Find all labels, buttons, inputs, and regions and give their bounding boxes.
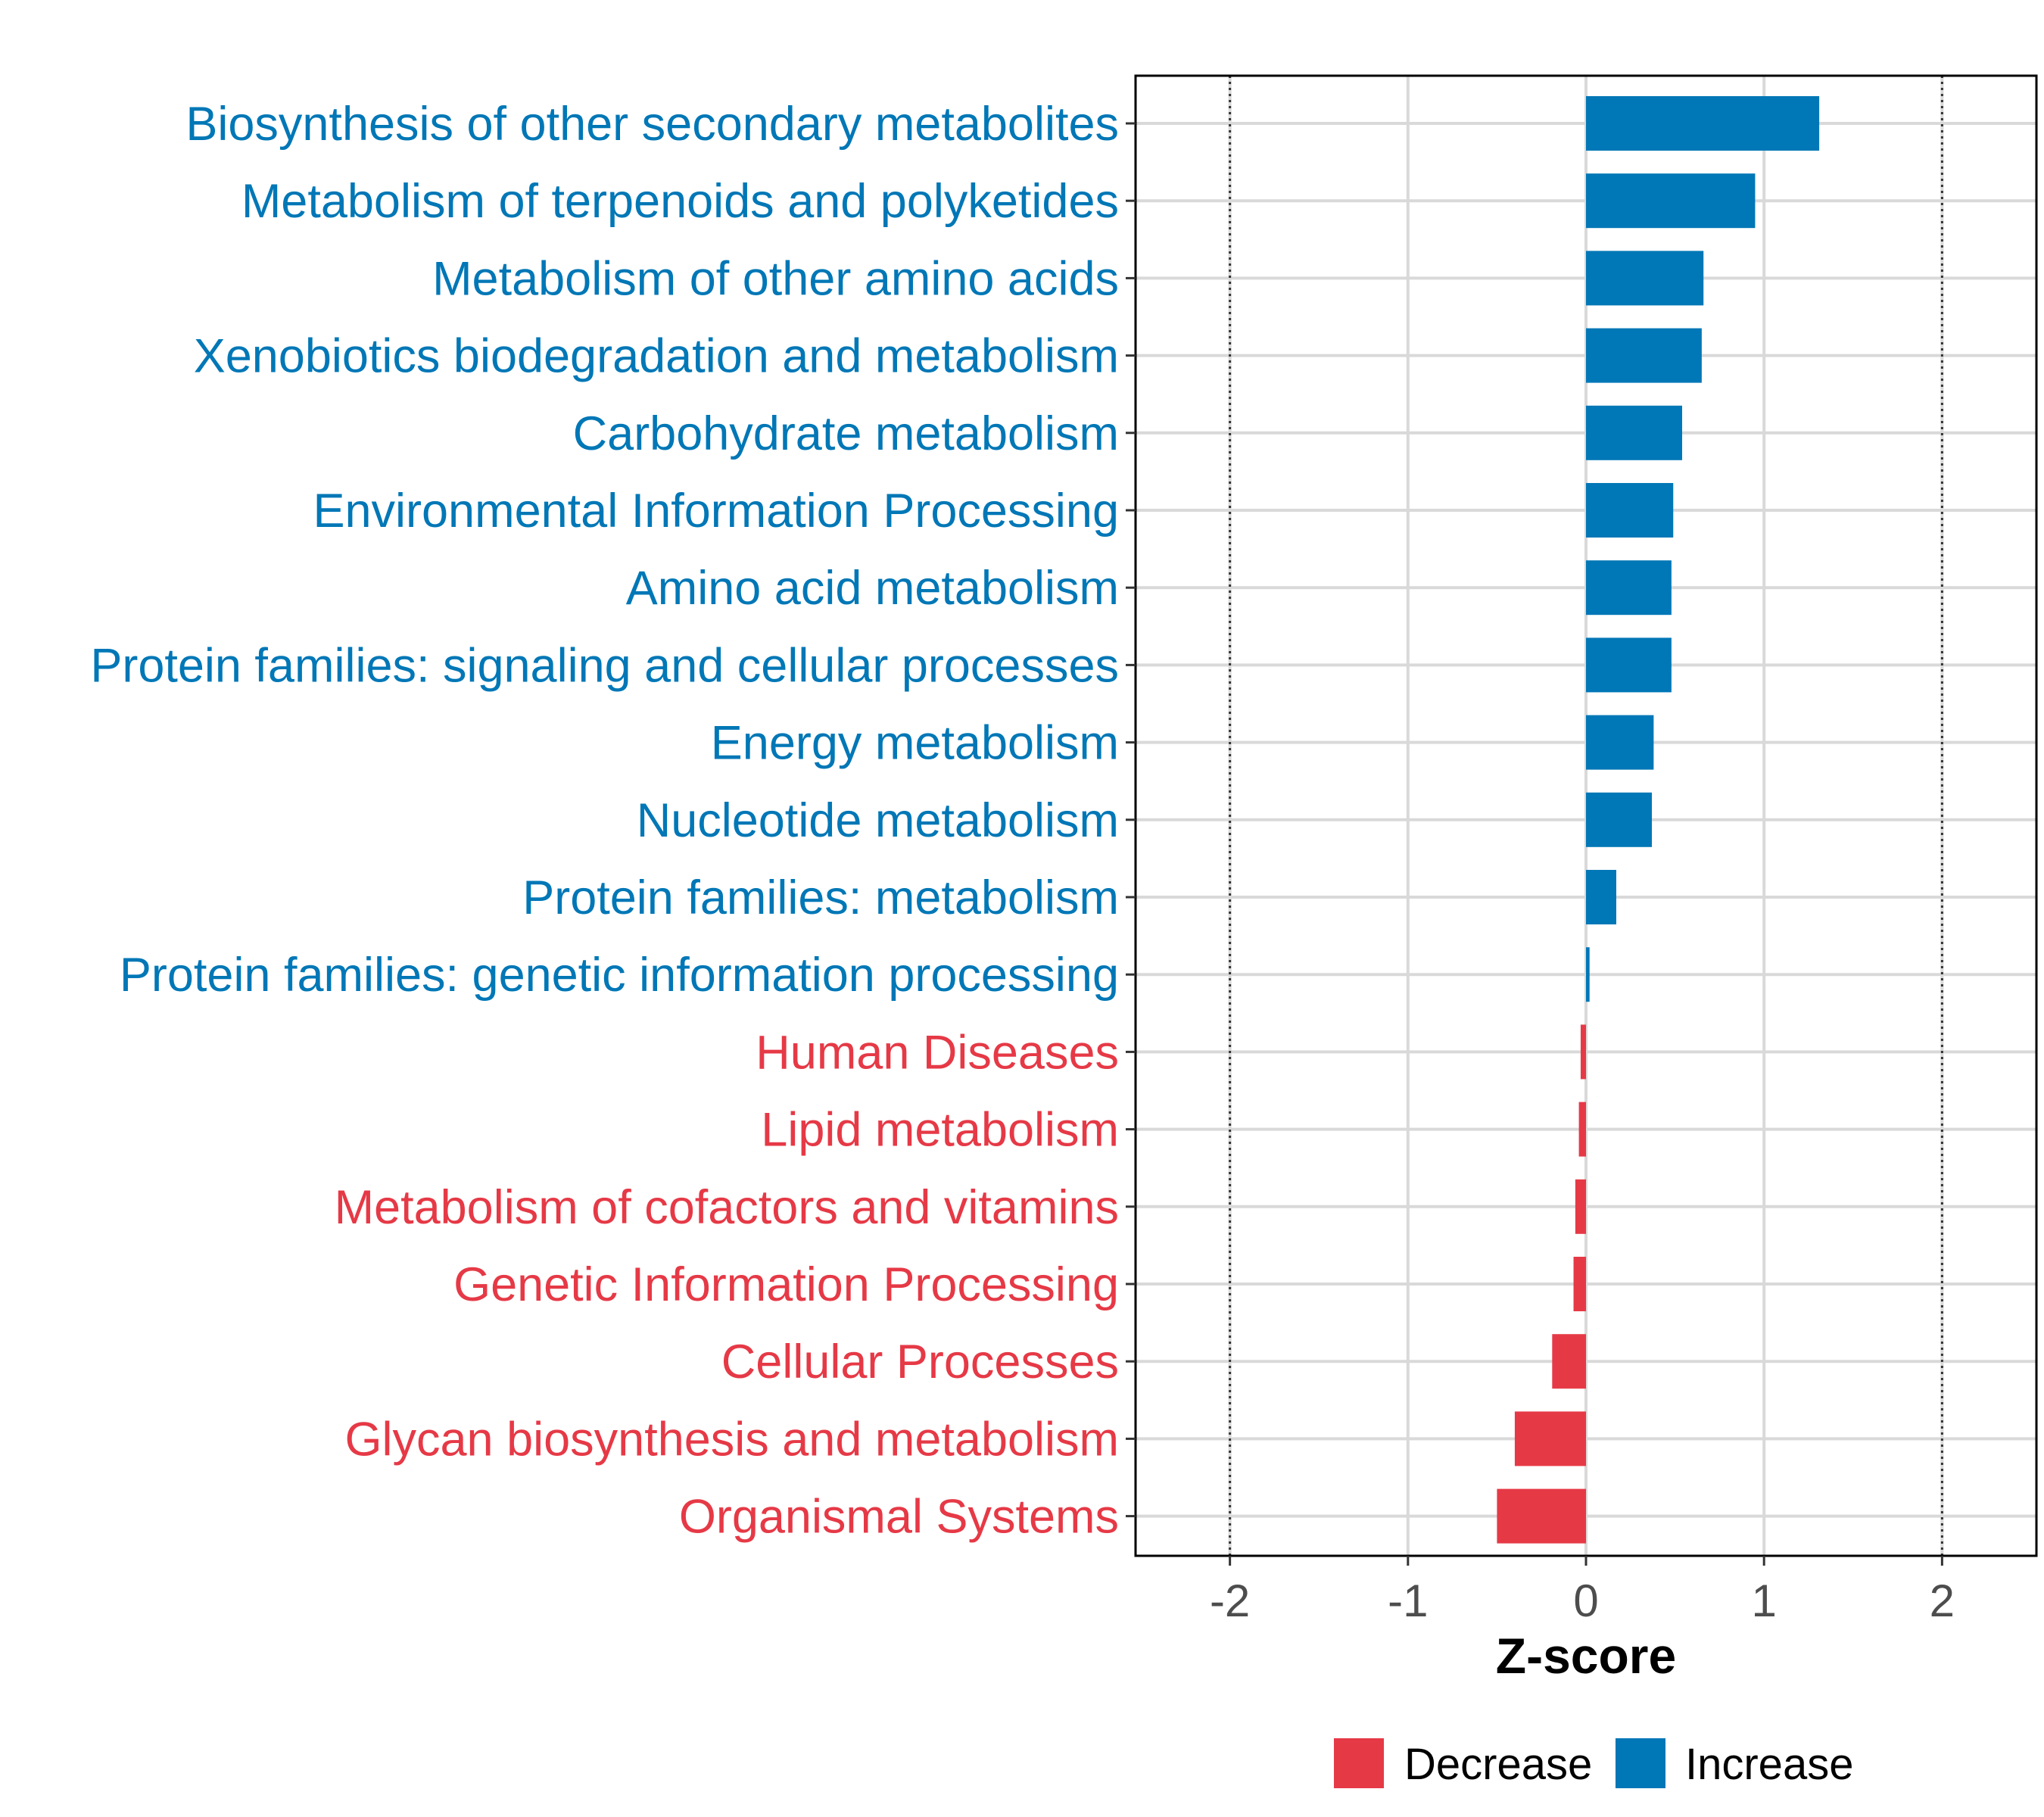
category-label-5: Environmental Information Processing	[313, 485, 1119, 538]
x-tick-label-4: 2	[1930, 1575, 1955, 1626]
category-label-14: Metabolism of cofactors and vitamins	[335, 1181, 1119, 1234]
category-label-15: Genetic Information Processing	[453, 1258, 1119, 1311]
bar-9	[1586, 792, 1653, 847]
bar-0	[1586, 96, 1820, 151]
legend: Decrease Increase	[1334, 1738, 1853, 1789]
category-label-3: Xenobiotics biodegradation and metabolis…	[194, 330, 1119, 383]
category-label-13: Lipid metabolism	[761, 1104, 1119, 1157]
x-tick-label-2: 0	[1573, 1575, 1598, 1626]
reference-lines	[1229, 76, 1943, 1556]
category-label-18: Organismal Systems	[679, 1491, 1119, 1544]
category-label-8: Energy metabolism	[711, 717, 1119, 770]
bars	[1497, 96, 1820, 1544]
bar-6	[1586, 560, 1672, 616]
legend-swatch-increase	[1616, 1738, 1665, 1788]
bar-3	[1586, 328, 1702, 383]
category-label-12: Human Diseases	[756, 1026, 1119, 1079]
x-tick-label-0: -2	[1210, 1575, 1250, 1626]
category-label-9: Nucleotide metabolism	[637, 794, 1119, 847]
y-axis-ticks	[1126, 122, 1136, 1518]
category-label-11: Protein families: genetic information pr…	[120, 949, 1119, 1002]
bar-15	[1573, 1257, 1586, 1311]
bar-18	[1497, 1488, 1586, 1544]
bar-2	[1586, 251, 1704, 306]
bar-12	[1580, 1024, 1586, 1080]
category-label-4: Carbohydrate metabolism	[573, 407, 1119, 460]
category-label-7: Protein families: signaling and cellular…	[90, 639, 1119, 692]
category-label-16: Cellular Processes	[721, 1335, 1119, 1388]
category-label-17: Glycan biosynthesis and metabolism	[345, 1413, 1120, 1466]
category-label-1: Metabolism of terpenoids and polyketides	[241, 175, 1119, 228]
category-label-10: Protein families: metabolism	[522, 871, 1119, 924]
bar-17	[1514, 1411, 1586, 1466]
category-label-2: Metabolism of other amino acids	[432, 252, 1119, 305]
category-label-0: Biosynthesis of other secondary metaboli…	[185, 98, 1119, 151]
bar-8	[1586, 715, 1654, 770]
x-tick-label-1: -1	[1388, 1575, 1428, 1626]
bar-4	[1586, 405, 1682, 460]
legend-swatch-decrease	[1334, 1738, 1384, 1788]
legend-label-decrease: Decrease	[1404, 1740, 1592, 1789]
bar-14	[1575, 1179, 1586, 1234]
bar-1	[1586, 173, 1756, 229]
legend-label-increase: Increase	[1685, 1740, 1853, 1789]
bar-5	[1586, 483, 1674, 538]
x-axis-ticks: -2 -1 0 1 2	[1210, 1556, 1955, 1626]
bar-13	[1578, 1102, 1586, 1157]
bar-10	[1586, 870, 1616, 924]
bar-16	[1552, 1334, 1586, 1389]
x-axis-title: Z-score	[1496, 1628, 1676, 1684]
x-tick-label-3: 1	[1751, 1575, 1776, 1626]
y-axis-category-labels: Biosynthesis of other secondary metaboli…	[90, 98, 1119, 1544]
bar-11	[1586, 947, 1590, 1002]
category-label-6: Amino acid metabolism	[626, 562, 1119, 615]
bar-7	[1586, 637, 1672, 693]
